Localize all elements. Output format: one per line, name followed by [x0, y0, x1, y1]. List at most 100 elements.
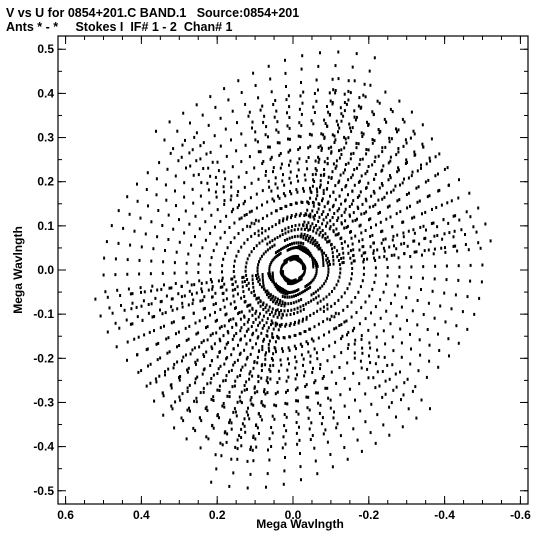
uv-point — [390, 190, 393, 194]
uv-point — [310, 337, 313, 341]
uv-point — [247, 287, 250, 291]
uv-point — [465, 210, 468, 214]
uv-point — [210, 377, 213, 380]
uv-point — [214, 190, 217, 194]
uv-point — [163, 138, 166, 142]
uv-point — [300, 227, 303, 231]
uv-point — [309, 252, 312, 256]
uv-point — [322, 233, 325, 237]
uv-point — [241, 280, 244, 284]
uv-point — [271, 431, 274, 435]
uv-point — [247, 318, 250, 321]
uv-point — [250, 325, 253, 328]
uv-point — [326, 105, 328, 108]
uv-point — [319, 185, 321, 189]
uv-point — [234, 410, 237, 414]
uv-point — [150, 259, 153, 263]
uv-point — [219, 339, 222, 343]
uv-point — [245, 342, 248, 346]
uv-point — [317, 155, 320, 159]
uv-point — [228, 319, 230, 323]
uv-point — [273, 115, 276, 119]
uv-point — [358, 248, 361, 252]
uv-point — [257, 374, 260, 378]
uv-point — [360, 131, 363, 135]
uv-point — [203, 295, 206, 299]
uv-point — [254, 293, 256, 297]
uv-point — [240, 326, 243, 330]
uv-point — [395, 415, 397, 419]
uv-point — [313, 180, 316, 183]
uv-point — [257, 150, 260, 154]
uv-point — [318, 226, 321, 230]
uv-point — [263, 114, 266, 118]
uv-point — [185, 271, 188, 275]
uv-point — [248, 309, 251, 313]
uv-point — [346, 287, 349, 291]
uv-point — [225, 312, 228, 316]
uv-point — [230, 368, 233, 372]
uv-point — [337, 279, 340, 283]
uv-point — [281, 287, 284, 291]
uv-point — [263, 390, 265, 394]
uv-point — [257, 296, 260, 300]
uv-point — [142, 299, 145, 303]
uv-point — [420, 163, 422, 167]
uv-point — [289, 313, 292, 316]
uv-point — [157, 209, 160, 212]
uv-point — [354, 218, 357, 222]
uv-point — [199, 144, 202, 148]
uv-point — [331, 170, 334, 174]
uv-point — [318, 203, 321, 206]
x-axis-label: Mega Wavlngth — [256, 517, 344, 531]
uv-point — [283, 183, 286, 187]
uv-point — [292, 281, 295, 285]
uv-point — [229, 318, 232, 322]
uv-point — [302, 242, 305, 245]
uv-point — [267, 227, 270, 231]
uv-point — [215, 467, 218, 471]
uv-point — [300, 81, 302, 84]
uv-point — [381, 197, 384, 201]
uv-point — [237, 190, 240, 194]
uv-point — [302, 236, 305, 240]
uv-point — [386, 274, 389, 278]
uv-point — [229, 198, 232, 202]
uv-point — [232, 317, 235, 321]
uv-point — [311, 184, 314, 188]
uv-point — [128, 212, 131, 216]
uv-point — [421, 123, 424, 127]
uv-point — [388, 204, 391, 208]
uv-point — [396, 284, 399, 288]
uv-point — [210, 397, 213, 401]
uv-point — [321, 199, 323, 203]
uv-point — [316, 190, 319, 194]
uv-point — [330, 150, 333, 154]
uv-point — [358, 96, 361, 100]
uv-point — [372, 249, 375, 253]
uv-point — [265, 379, 268, 383]
uv-point — [303, 214, 306, 217]
uv-point — [177, 330, 180, 334]
uv-point — [182, 355, 185, 359]
uv-point — [282, 219, 284, 223]
uv-point — [295, 399, 298, 403]
uv-point — [287, 375, 290, 379]
uv-point — [327, 270, 330, 274]
uv-point — [254, 437, 257, 441]
uv-point — [202, 307, 205, 311]
uv-point — [405, 296, 408, 300]
uv-point — [234, 379, 237, 383]
uv-point — [359, 409, 362, 413]
y-tick-label: -0.5 — [33, 484, 54, 498]
uv-point — [352, 151, 355, 155]
uv-point — [194, 321, 197, 325]
uv-point — [294, 377, 297, 381]
uv-point — [322, 192, 325, 195]
uv-point — [445, 264, 448, 268]
uv-point — [246, 355, 249, 359]
uv-point — [288, 116, 291, 119]
uv-point — [356, 195, 359, 199]
uv-point — [130, 307, 133, 311]
uv-point — [224, 251, 227, 255]
